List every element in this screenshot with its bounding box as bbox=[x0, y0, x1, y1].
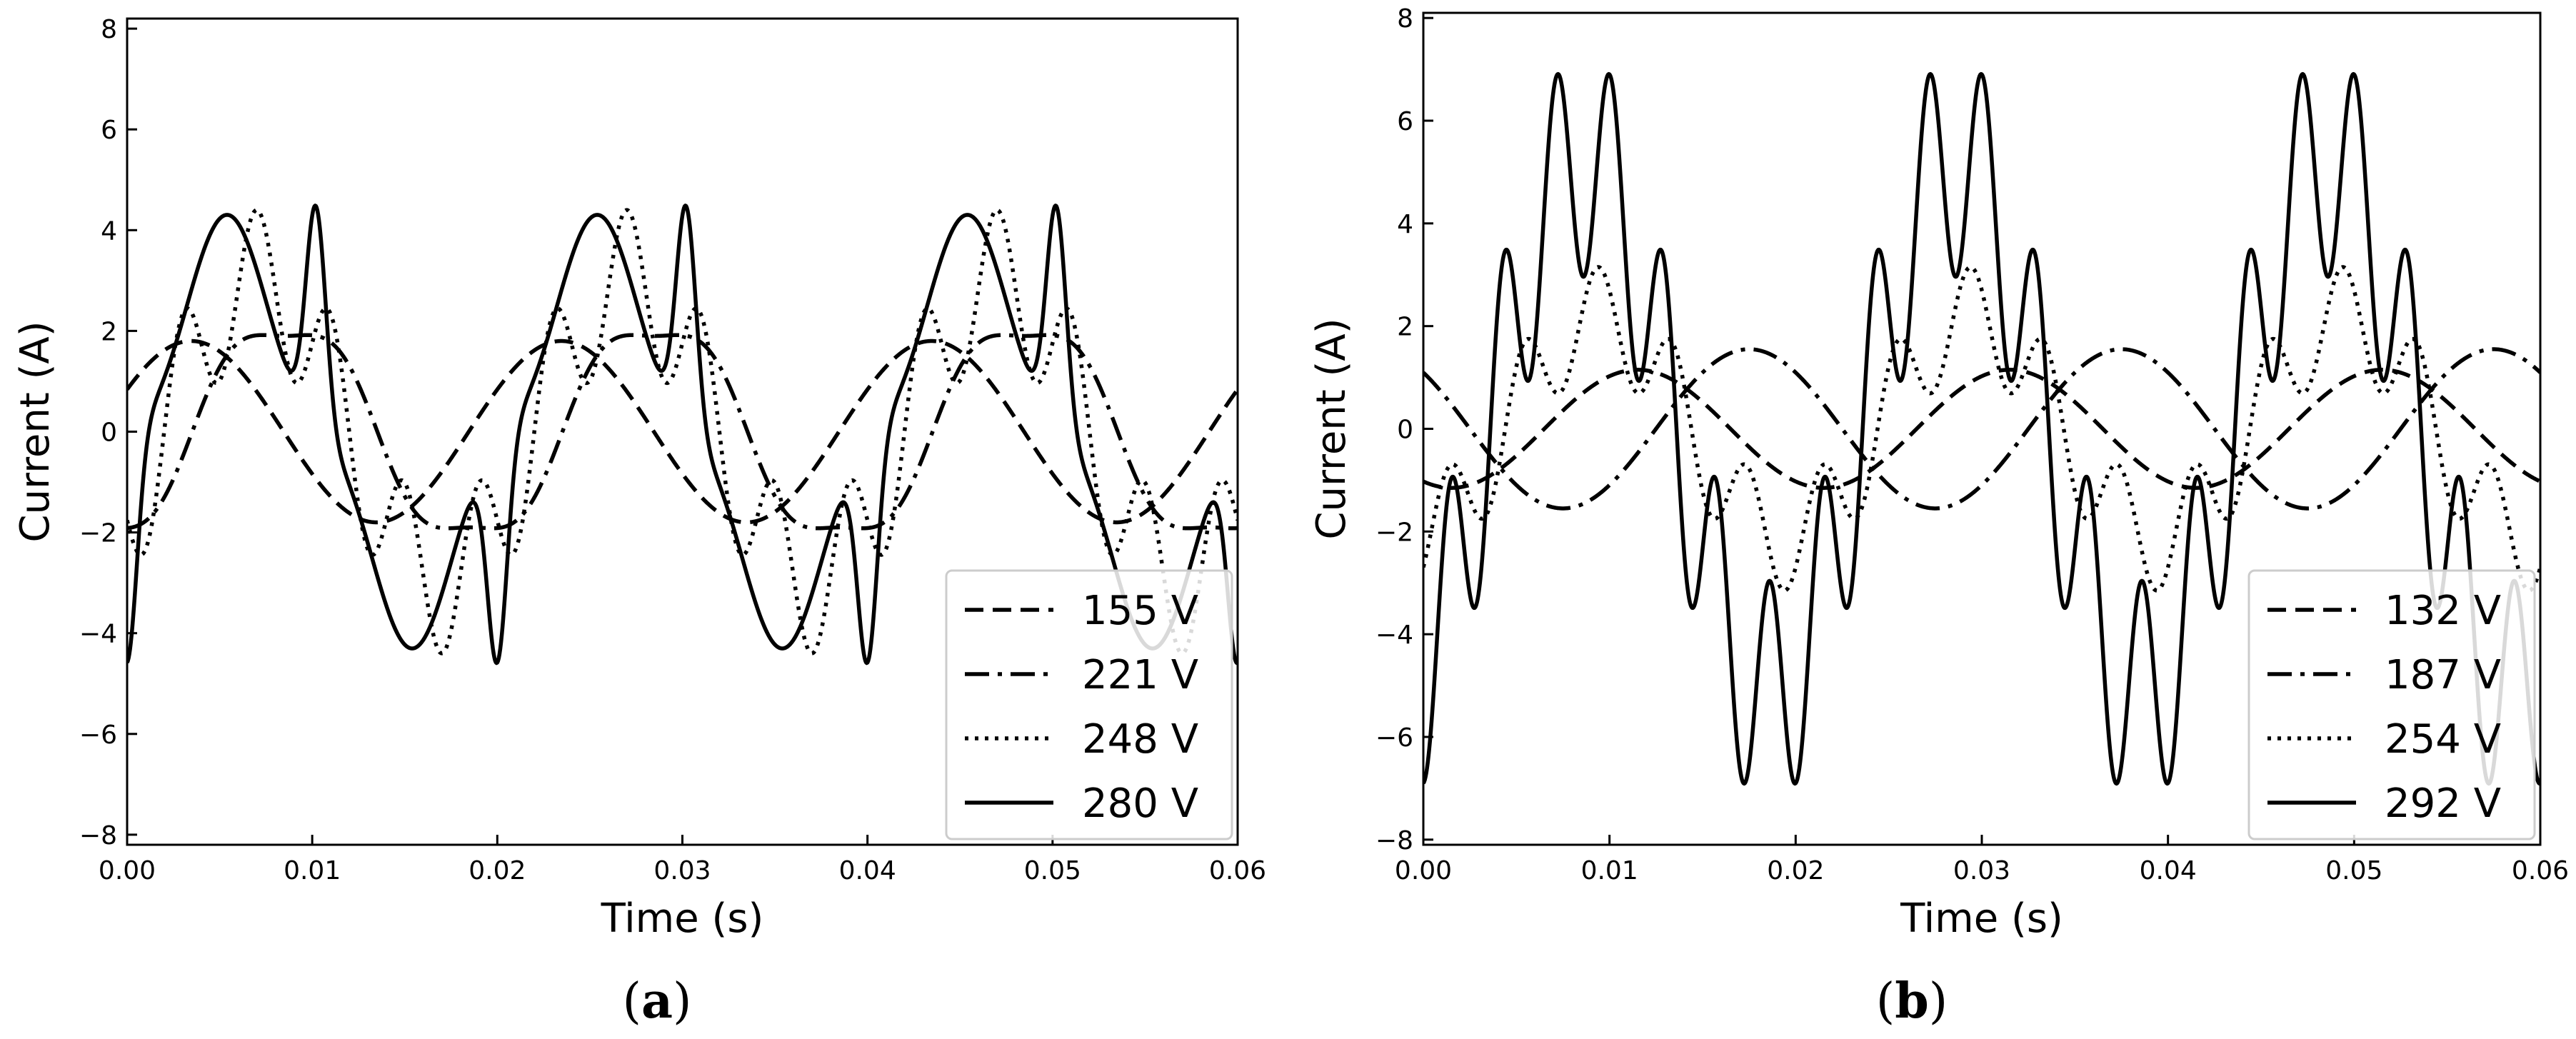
panel-a-ytick-label: 4 bbox=[101, 216, 117, 246]
panel-a-legend-label: 248 V bbox=[1082, 716, 1198, 763]
panel-b-ytick-label: 2 bbox=[1397, 313, 1413, 342]
panel-b-legend-label: 254 V bbox=[2385, 716, 2501, 763]
panel-a-xtick-label: 0.00 bbox=[99, 856, 156, 885]
panel-b-legend-box bbox=[2247, 569, 2536, 840]
panel-b-ytick-label: −4 bbox=[1375, 621, 1413, 650]
panel-b-legend-label: 132 V bbox=[2385, 588, 2501, 634]
panel-b-xtick-label: 0.04 bbox=[2140, 856, 2197, 885]
panel-a-xtick-label: 0.02 bbox=[468, 856, 526, 885]
panel-a-series-248v bbox=[127, 208, 1238, 656]
panel-b-series-292v bbox=[1423, 71, 2540, 786]
panel-b-legend-label: 187 V bbox=[2385, 652, 2501, 698]
panel-b-ytick-label: −8 bbox=[1375, 826, 1413, 855]
panel-a-ytick-label: 2 bbox=[101, 317, 117, 346]
panel-a: 0.00 0.01 0.02 0.03 0.04 0.05 0.06 −8 −6 −4 −2 0 2 4 6… bbox=[12, 15, 1266, 1030]
panel-b-xtick-label: 0.01 bbox=[1581, 856, 1638, 885]
panel-b-series-254v bbox=[1423, 265, 2540, 593]
panel-a-ytick-label: −8 bbox=[79, 821, 117, 850]
panel-a-xtick-label: 0.06 bbox=[1209, 856, 1266, 885]
panel-b-y-axis-label: Current (A) bbox=[1308, 318, 1355, 539]
panel-b-ytick-label: 8 bbox=[1397, 4, 1413, 34]
panel-a-xtick-label: 0.05 bbox=[1024, 856, 1081, 885]
panel-a-legend-label: 221 V bbox=[1082, 652, 1198, 698]
panel-a-ytick-label: −6 bbox=[79, 721, 117, 750]
panel-b-ytick-label: 4 bbox=[1397, 210, 1413, 239]
panel-a-series-155v bbox=[127, 338, 1238, 525]
panel-b-xtick-label: 0.02 bbox=[1767, 856, 1824, 885]
panel-b-xtick-label: 0.03 bbox=[1953, 856, 2010, 885]
panel-b-ytick-label: −2 bbox=[1375, 518, 1413, 547]
panel-b-legend-label: 292 V bbox=[2385, 780, 2501, 827]
panel-a-y-axis-label: Current (A) bbox=[12, 321, 59, 542]
panel-a-legend-label: 155 V bbox=[1082, 588, 1198, 634]
panel-b-xtick-label: 0.06 bbox=[2512, 856, 2569, 885]
panel-b-xtick-label: 0.05 bbox=[2325, 856, 2382, 885]
panel-a-caption: (a) bbox=[622, 973, 691, 1030]
panel-b-xtick-label: 0.00 bbox=[1395, 856, 1452, 885]
panel-a-legend-box bbox=[945, 569, 1233, 840]
panel-a-x-axis-label: Time (s) bbox=[601, 895, 764, 942]
panel-a-xtick-label: 0.03 bbox=[653, 856, 711, 885]
panel-a-ytick-label: −4 bbox=[79, 620, 117, 649]
panel-b-caption: (b) bbox=[1876, 973, 1948, 1030]
panel-b-ytick-label: −6 bbox=[1375, 723, 1413, 753]
panel-a-xtick-label: 0.04 bbox=[839, 856, 896, 885]
panel-a-series-280v bbox=[127, 204, 1238, 666]
panel-a-ytick-label: 6 bbox=[101, 116, 117, 145]
panel-a-xtick-label: 0.01 bbox=[284, 856, 341, 885]
panel-b-legend: 132 V 187 V 254 V 292 V bbox=[2247, 569, 2536, 840]
panel-b-x-axis-label: Time (s) bbox=[1900, 895, 2063, 942]
panel-a-ytick-label: −2 bbox=[79, 519, 117, 548]
panel-b-series-132v bbox=[1423, 368, 2540, 490]
panel-a-legend-label: 280 V bbox=[1082, 780, 1198, 827]
panel-b-ytick-label: 0 bbox=[1397, 416, 1413, 445]
panel-a-ytick-label: 0 bbox=[101, 418, 117, 448]
panel-b: 0.00 0.01 0.02 0.03 0.04 0.05 0.06 −8 −6 −4 −2 0 2 4 6… bbox=[1308, 4, 2569, 1030]
panel-b-ytick-label: 6 bbox=[1397, 107, 1413, 136]
panel-a-legend: 155 V 221 V 248 V 280 V bbox=[945, 569, 1233, 840]
panel-a-ytick-label: 8 bbox=[101, 15, 117, 44]
